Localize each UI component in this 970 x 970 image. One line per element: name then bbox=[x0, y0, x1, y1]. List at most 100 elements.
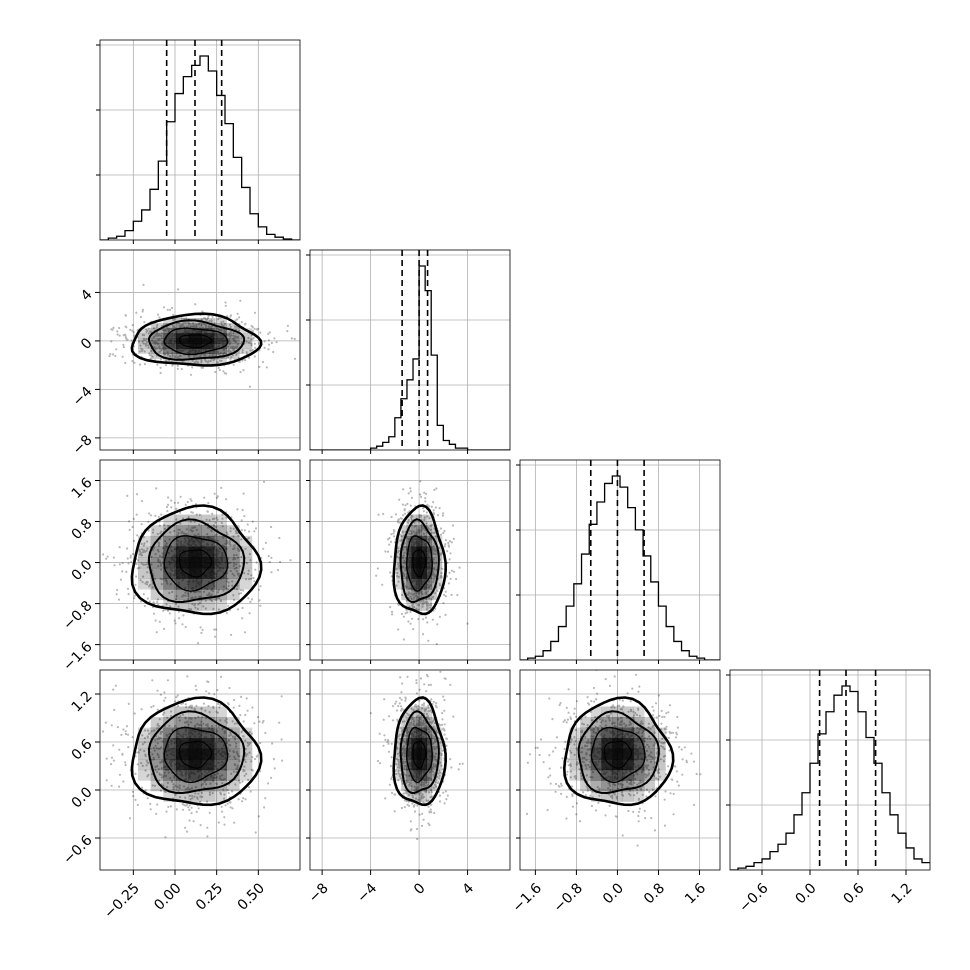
density-cell bbox=[411, 557, 417, 569]
density-cell bbox=[601, 748, 613, 760]
axes-frame bbox=[309, 459, 511, 661]
density-cell bbox=[436, 567, 443, 579]
density-cell bbox=[214, 525, 227, 537]
density-cell bbox=[580, 748, 592, 760]
axes-frame bbox=[519, 459, 721, 661]
density-cell bbox=[201, 333, 215, 339]
density-cell bbox=[214, 514, 227, 526]
density-cell bbox=[431, 578, 438, 590]
hist-panel-3: −0.6 0.0 0.6 1.2 bbox=[726, 669, 931, 916]
axes-frame bbox=[519, 669, 721, 871]
density-cell bbox=[150, 353, 164, 360]
density-cell bbox=[590, 717, 602, 728]
density-cell bbox=[150, 525, 164, 537]
density-cell bbox=[431, 546, 438, 558]
density-cell bbox=[188, 353, 202, 360]
density-cell bbox=[214, 557, 227, 569]
density-cell bbox=[214, 318, 227, 324]
density-cell bbox=[214, 738, 227, 750]
y-tick-label: 0.0 bbox=[69, 784, 96, 811]
density-cell bbox=[176, 348, 189, 354]
x-tick-label: 0 bbox=[411, 880, 429, 898]
density-cell bbox=[411, 589, 417, 601]
density-cell bbox=[426, 759, 433, 771]
density-cell bbox=[406, 759, 412, 771]
x-tick-label: 0.25 bbox=[193, 880, 226, 913]
density-cell bbox=[239, 738, 253, 750]
contour-line bbox=[130, 696, 263, 807]
density-cell bbox=[421, 599, 428, 611]
density-cell bbox=[421, 706, 428, 718]
density-cell bbox=[580, 738, 592, 750]
density-cell bbox=[633, 727, 645, 739]
density-cell bbox=[150, 578, 164, 590]
contour-line bbox=[147, 710, 246, 795]
grid bbox=[730, 670, 930, 870]
density-cell bbox=[421, 567, 428, 579]
density-cell bbox=[426, 790, 433, 802]
density-cell bbox=[396, 546, 402, 558]
density-cell bbox=[150, 589, 164, 601]
x-tick-label: 1.6 bbox=[682, 880, 709, 907]
density-cell bbox=[436, 578, 443, 590]
density-cell bbox=[406, 557, 412, 569]
contour-line bbox=[147, 518, 246, 604]
y-tick-label: −1.6 bbox=[60, 639, 95, 674]
density-cell bbox=[421, 717, 428, 728]
density-cell bbox=[201, 727, 215, 739]
density-cell bbox=[138, 535, 151, 547]
plot-content bbox=[100, 40, 300, 240]
density-cell bbox=[163, 567, 177, 579]
density-cell bbox=[431, 748, 438, 760]
y-tick-label: 4 bbox=[78, 287, 96, 305]
density-cell bbox=[416, 578, 422, 590]
density-cell bbox=[601, 717, 613, 728]
contour-line bbox=[399, 710, 440, 795]
density-cell bbox=[239, 343, 253, 349]
density-cell bbox=[138, 759, 151, 771]
density-cell bbox=[569, 769, 581, 781]
density-cell bbox=[163, 738, 177, 750]
density-cell bbox=[590, 780, 602, 792]
density-cell bbox=[406, 727, 412, 739]
density-cell bbox=[239, 748, 253, 760]
density-cell bbox=[176, 589, 189, 601]
density-cell bbox=[406, 514, 412, 526]
density-cell bbox=[138, 348, 151, 354]
density-cell bbox=[188, 769, 202, 781]
density-cell bbox=[176, 323, 189, 329]
plot-content bbox=[369, 670, 464, 841]
density-cell bbox=[214, 599, 227, 611]
x-tick-label: −8 bbox=[306, 880, 332, 906]
density-cell bbox=[411, 780, 417, 792]
density-cell bbox=[226, 546, 240, 558]
y-tick-label: 1.6 bbox=[69, 475, 96, 502]
density-cell bbox=[201, 738, 215, 750]
density-cell bbox=[421, 535, 428, 547]
density-cell bbox=[239, 769, 253, 781]
density-cell bbox=[622, 706, 634, 718]
density-cell bbox=[163, 790, 177, 802]
y-tick-label: −8 bbox=[70, 432, 96, 458]
density-cell bbox=[188, 780, 202, 792]
density-cell bbox=[421, 546, 428, 558]
plot-content bbox=[102, 480, 292, 645]
density-cell bbox=[150, 338, 164, 344]
x-tick-label: 1.2 bbox=[889, 880, 916, 907]
density-cell bbox=[188, 759, 202, 771]
scatter-panel-1-3: −8 −4 0 4 bbox=[306, 669, 511, 906]
hist-panel-2 bbox=[516, 459, 721, 664]
x-tick-label: 0.0 bbox=[600, 880, 627, 907]
histogram-step bbox=[310, 265, 510, 450]
density-cell bbox=[201, 567, 215, 579]
density-cell bbox=[163, 717, 177, 728]
contour-line bbox=[399, 518, 440, 604]
density-cell bbox=[396, 759, 402, 771]
density-cell bbox=[214, 759, 227, 771]
density-cell bbox=[201, 717, 215, 728]
density-cell bbox=[150, 333, 164, 339]
density-cell bbox=[612, 738, 624, 750]
density-cell bbox=[138, 328, 151, 334]
density-cell bbox=[163, 780, 177, 792]
density-cell bbox=[138, 578, 151, 590]
